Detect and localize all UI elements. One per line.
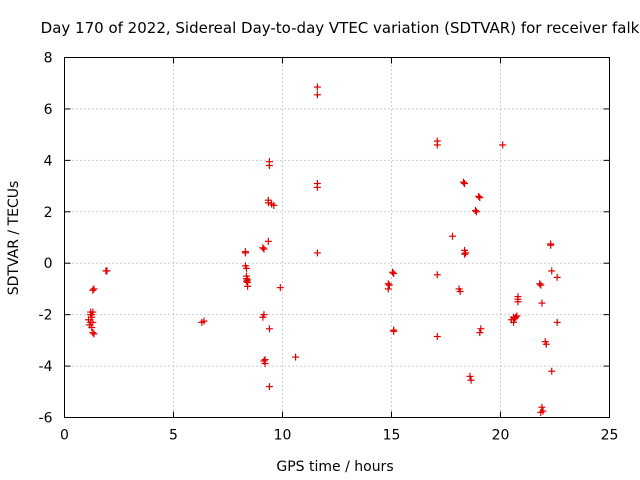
data-point [384,285,392,293]
data-point [542,340,550,348]
data-point [264,199,272,207]
data-point [89,318,97,326]
data-point [313,91,321,99]
x-tick-label: 5 [169,428,178,444]
data-point [200,317,208,325]
y-tick-label: 8 [44,51,53,67]
data-point [264,237,272,245]
y-tick-label: 4 [44,153,53,169]
data-point [292,353,300,361]
data-point [510,318,518,326]
data-point [270,201,278,209]
data-point [389,268,397,276]
x-tick-label: 20 [492,428,510,444]
data-point [433,333,441,340]
data-point [88,311,96,319]
x-axis-label: GPS time / hours [276,459,393,475]
data-point [548,267,556,275]
data-point [259,313,267,321]
data-point [243,277,251,285]
data-points [84,83,561,416]
data-point [553,273,561,281]
data-point [433,271,441,279]
data-point [456,288,464,295]
data-point [241,249,249,257]
y-tick-label: 0 [44,256,53,272]
data-point [476,329,484,337]
data-point [499,141,507,149]
grid [64,57,610,418]
data-point [313,249,321,257]
data-point [462,249,470,257]
data-point [537,408,545,416]
data-point [90,330,98,338]
data-point [261,356,269,364]
data-point [538,299,546,307]
data-point [313,83,321,91]
data-point [265,383,273,391]
y-axis: -6 -4 -2 0 2 4 6 8 [39,51,610,427]
data-point [475,192,483,200]
data-point [103,267,111,275]
data-point [89,286,97,294]
y-tick-label: -2 [39,308,53,324]
data-point [244,276,252,284]
data-point [477,325,485,333]
data-point [265,162,273,169]
data-point [461,180,469,187]
x-tick-label: 15 [383,428,401,444]
x-tick-label: 25 [601,428,619,444]
data-point [390,327,398,335]
data-point [461,250,469,258]
data-point [467,376,475,384]
x-axis: 0 5 10 15 20 25 [60,57,619,444]
data-point [385,281,393,289]
data-point [513,312,521,320]
data-point [473,208,481,216]
x-tick-label: 0 [60,428,69,444]
data-point [265,325,273,333]
data-point [260,245,268,253]
data-point [537,281,545,289]
y-tick-label: -6 [39,411,53,427]
data-point [90,285,98,293]
data-point [313,183,321,191]
data-point [459,178,467,186]
data-point [547,241,555,249]
data-point [466,372,474,380]
data-point [548,367,556,375]
chart-title: Day 170 of 2022, Sidereal Day-to-day VTE… [41,19,640,37]
data-point [433,141,441,149]
x-tick-label: 10 [274,428,292,444]
data-point [514,298,522,306]
data-point [512,313,520,321]
data-point [244,282,252,290]
plot-frame [64,57,610,418]
data-point [553,318,561,326]
y-tick-label: 6 [44,102,53,118]
y-tick-label: 2 [44,205,53,221]
data-point [88,324,96,331]
y-axis-label: SDTVAR / TECUs [6,181,22,296]
data-point [276,284,284,292]
y-tick-label: -4 [39,359,53,375]
data-point [259,244,267,252]
data-point [89,329,97,337]
data-point [449,232,457,240]
data-point [471,207,479,214]
data-point [476,194,484,202]
data-point [538,403,546,411]
data-point [243,264,251,272]
data-point [390,270,398,277]
data-point [536,280,544,288]
